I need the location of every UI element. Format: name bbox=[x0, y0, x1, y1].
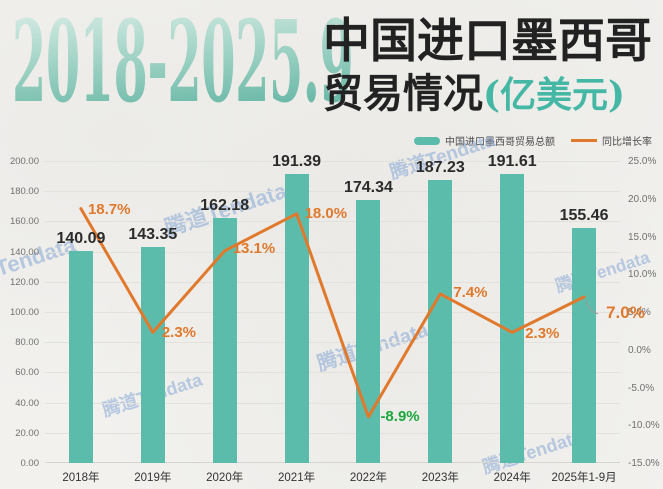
growth-pct-label: 7.0% bbox=[606, 302, 645, 322]
right-axis-tick-label: -5.0% bbox=[628, 382, 655, 394]
right-axis-tick-label: 0.0% bbox=[628, 344, 651, 356]
bar-series-swatch-icon bbox=[414, 136, 440, 145]
left-axis-tick-label: 0.00 bbox=[20, 458, 40, 469]
growth-pct-label: 2.3% bbox=[161, 324, 197, 342]
main-title-line2: 贸易情况(亿美元) bbox=[323, 72, 652, 116]
left-axis-tick-label: 160.00 bbox=[9, 216, 39, 228]
bar bbox=[356, 199, 381, 463]
growth-pct-label: 13.1% bbox=[232, 239, 276, 257]
right-axis-tick-label: 25.0% bbox=[628, 156, 657, 167]
bar bbox=[68, 251, 93, 463]
main-title-unit: (亿美元) bbox=[483, 74, 626, 117]
gridline bbox=[45, 161, 620, 162]
growth-line bbox=[79, 207, 599, 419]
gridline bbox=[45, 221, 620, 223]
gridline bbox=[45, 462, 620, 463]
growth-line-path bbox=[79, 207, 586, 419]
left-axis-tick-label: 120.00 bbox=[9, 276, 39, 288]
gridline bbox=[45, 372, 620, 374]
bar bbox=[140, 246, 165, 463]
growth-pct-label: 7.4% bbox=[453, 283, 488, 301]
main-title: 中国进口墨西哥 贸易情况(亿美元) bbox=[323, 14, 652, 116]
label-leader-line bbox=[585, 299, 599, 315]
x-axis-category-label: 2018年 bbox=[62, 472, 100, 484]
plot-area bbox=[45, 161, 620, 463]
right-axis-tick-label: 15.0% bbox=[628, 231, 657, 243]
bar-value-label: 155.46 bbox=[559, 207, 609, 225]
left-axis-tick-label: 200.00 bbox=[9, 156, 39, 167]
gridline bbox=[45, 251, 620, 253]
gridline bbox=[45, 342, 620, 344]
legend-item-growth: 同比增长率 bbox=[571, 133, 652, 148]
main-title-line2-text: 贸易情况 bbox=[323, 70, 483, 118]
left-axis-tick-label: 140.00 bbox=[9, 246, 39, 258]
bar-value-label: 140.09 bbox=[56, 230, 106, 248]
x-axis-category-label: 2025年1-9月 bbox=[551, 472, 617, 484]
x-axis-category-label: 2024年 bbox=[493, 472, 531, 484]
x-axis-category-label: 2019年 bbox=[134, 472, 172, 484]
bar-value-label: 191.39 bbox=[272, 153, 322, 170]
main-title-line1: 中国进口墨西哥 bbox=[323, 14, 652, 69]
bar bbox=[284, 174, 309, 463]
left-axis-tick-label: 60.00 bbox=[15, 367, 39, 379]
gridline bbox=[45, 281, 620, 283]
left-axis-tick-label: 180.00 bbox=[9, 186, 39, 198]
left-axis-tick-label: 20.00 bbox=[15, 427, 39, 439]
right-axis-tick-label: -15.0% bbox=[628, 458, 660, 469]
year-range-title: 2018-2025.9 bbox=[12, 0, 354, 128]
bar-value-label: 162.18 bbox=[200, 197, 250, 215]
gridline bbox=[45, 402, 620, 404]
bar-value-label: 174.34 bbox=[343, 178, 393, 196]
legend-label-growth: 同比增长率 bbox=[602, 137, 652, 148]
right-axis-tick-label: 5.0% bbox=[628, 307, 651, 318]
right-axis-tick-label: 20.0% bbox=[628, 193, 657, 205]
bar-value-label: 143.35 bbox=[128, 225, 178, 243]
bar bbox=[428, 180, 453, 463]
growth-pct-label: 18.0% bbox=[304, 204, 348, 222]
bar-value-label: 191.61 bbox=[487, 152, 537, 170]
chart-legend: 中国进口墨西哥贸易总额 同比增长率 bbox=[414, 133, 652, 148]
growth-pct-label: 18.7% bbox=[87, 200, 131, 218]
growth-pct-label: 2.3% bbox=[525, 325, 560, 343]
right-axis-tick-label: -10.0% bbox=[628, 420, 660, 432]
left-axis-tick-label: 40.00 bbox=[15, 397, 39, 409]
x-axis-category-label: 2020年 bbox=[206, 472, 244, 484]
left-axis-tick-label: 80.00 bbox=[15, 337, 39, 349]
right-axis-tick-label: 10.0% bbox=[628, 269, 657, 281]
growth-pct-label: -8.9% bbox=[380, 407, 420, 425]
x-axis-category-label: 2022年 bbox=[349, 472, 387, 484]
x-axis-category-label: 2023年 bbox=[421, 472, 459, 484]
left-axis-tick-label: 100.00 bbox=[9, 307, 39, 318]
bar bbox=[572, 228, 597, 463]
bar bbox=[500, 173, 525, 463]
bar-value-label: 187.23 bbox=[415, 159, 465, 177]
gridline bbox=[45, 191, 620, 193]
legend-label-total: 中国进口墨西哥贸易总额 bbox=[445, 137, 555, 148]
legend-item-total: 中国进口墨西哥贸易总额 bbox=[414, 133, 555, 148]
x-axis-category-label: 2021年 bbox=[278, 472, 316, 484]
line-series-swatch-icon bbox=[571, 139, 597, 142]
gridline bbox=[45, 432, 620, 434]
